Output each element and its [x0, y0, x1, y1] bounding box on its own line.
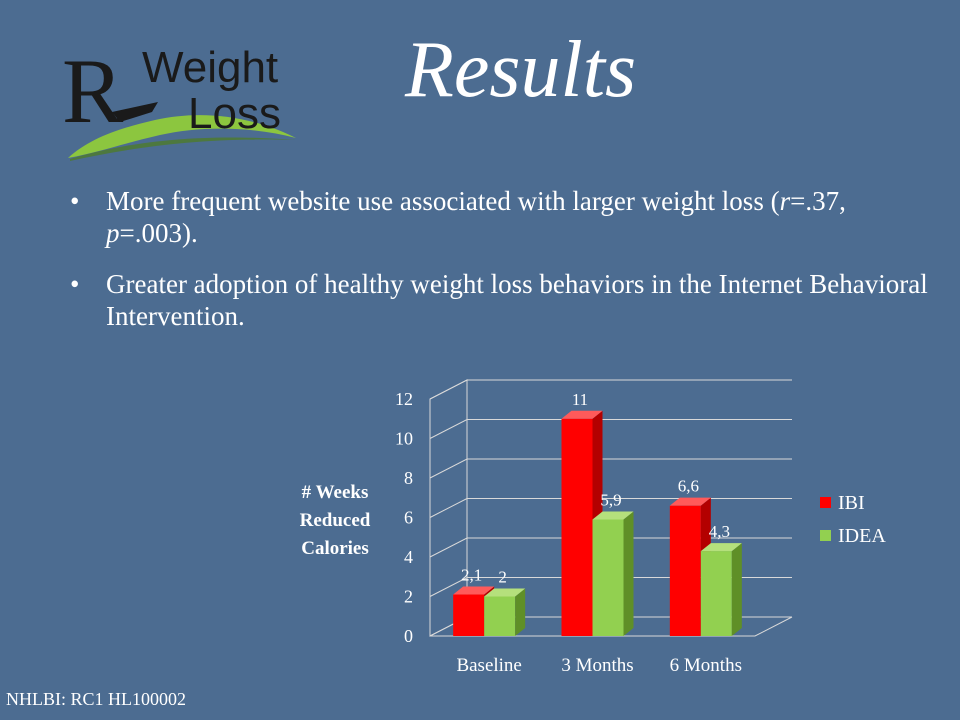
bar-front [669, 505, 701, 636]
bullet-text: Greater adoption of healthy weight loss … [106, 269, 928, 331]
grant-footer: NHLBI: RC1 HL100002 [6, 689, 186, 709]
bullet-item: • Greater adoption of healthy weight los… [70, 268, 940, 332]
y-tick-label: 2 [404, 587, 413, 607]
logo-swoosh-shadow [70, 137, 296, 161]
bar-front [453, 594, 485, 636]
y-axis-label: Reduced [300, 510, 371, 531]
bar-side [623, 511, 634, 636]
legend-swatch [820, 497, 831, 508]
data-label: 2 [498, 568, 507, 587]
bar-top [484, 588, 526, 597]
legend-label: IBI [838, 492, 865, 514]
bar-side [515, 588, 526, 636]
stat-p-val: =.003). [119, 218, 198, 248]
stat-p-var: p [106, 218, 120, 248]
legend-label: IDEA [838, 525, 886, 547]
bar-top [453, 586, 495, 595]
bullet-dot: • [70, 186, 80, 216]
y-axis-label: # Weeks [302, 482, 369, 503]
y-tick-label: 12 [395, 389, 413, 409]
bar-chart: 0 2 4 6 8 10 12 # Weeks Reduced Calories 2,1 2 Basel… [300, 379, 886, 676]
logo-letter: R [62, 40, 124, 142]
logo-line2: Loss [188, 89, 281, 138]
x-tick-label: 6 Months [670, 655, 742, 676]
y-tick-label: 10 [395, 429, 413, 449]
stat-r-var: r [779, 186, 791, 216]
y-axis-label: Calories [301, 538, 369, 559]
gridline [429, 379, 792, 400]
rx-weight-loss-logo: R Weight Loss [62, 40, 296, 161]
logo-r-tail [112, 102, 158, 122]
data-label: 2,1 [461, 566, 482, 585]
x-tick-label: 3 Months [561, 655, 633, 676]
y-tick-label: 6 [404, 508, 413, 528]
bar-top [561, 410, 603, 419]
bar-top [669, 497, 711, 506]
data-label: 5,9 [600, 490, 621, 509]
gridline [429, 419, 792, 439]
bar-front [484, 596, 516, 636]
logo-swoosh [68, 115, 296, 158]
stat-r-val: =.37, [790, 186, 846, 216]
bullet-list: • More frequent website use associated w… [70, 185, 940, 351]
slide-title: Results [405, 26, 637, 114]
data-label: 11 [572, 390, 588, 409]
bullet-dot: • [70, 269, 80, 299]
bar-front [700, 551, 732, 636]
bar-front [561, 418, 593, 636]
data-label: 4,3 [709, 522, 730, 541]
logo-line1: Weight [142, 43, 278, 92]
legend-swatch [820, 530, 831, 541]
bar-side [731, 543, 742, 636]
x-tick-label: Baseline [456, 655, 521, 676]
bar-top [700, 543, 742, 552]
bar-front [592, 519, 624, 636]
chart-floor-edge [430, 616, 793, 637]
data-label: 6,6 [678, 477, 699, 496]
bar-top [592, 511, 634, 520]
bullet-text: More frequent website use associated wit… [106, 186, 780, 216]
gridline [429, 458, 792, 479]
y-tick-label: 0 [404, 626, 413, 646]
y-tick-label: 8 [404, 468, 413, 488]
bullet-item: • More frequent website use associated w… [70, 185, 940, 249]
y-tick-label: 4 [404, 547, 413, 567]
